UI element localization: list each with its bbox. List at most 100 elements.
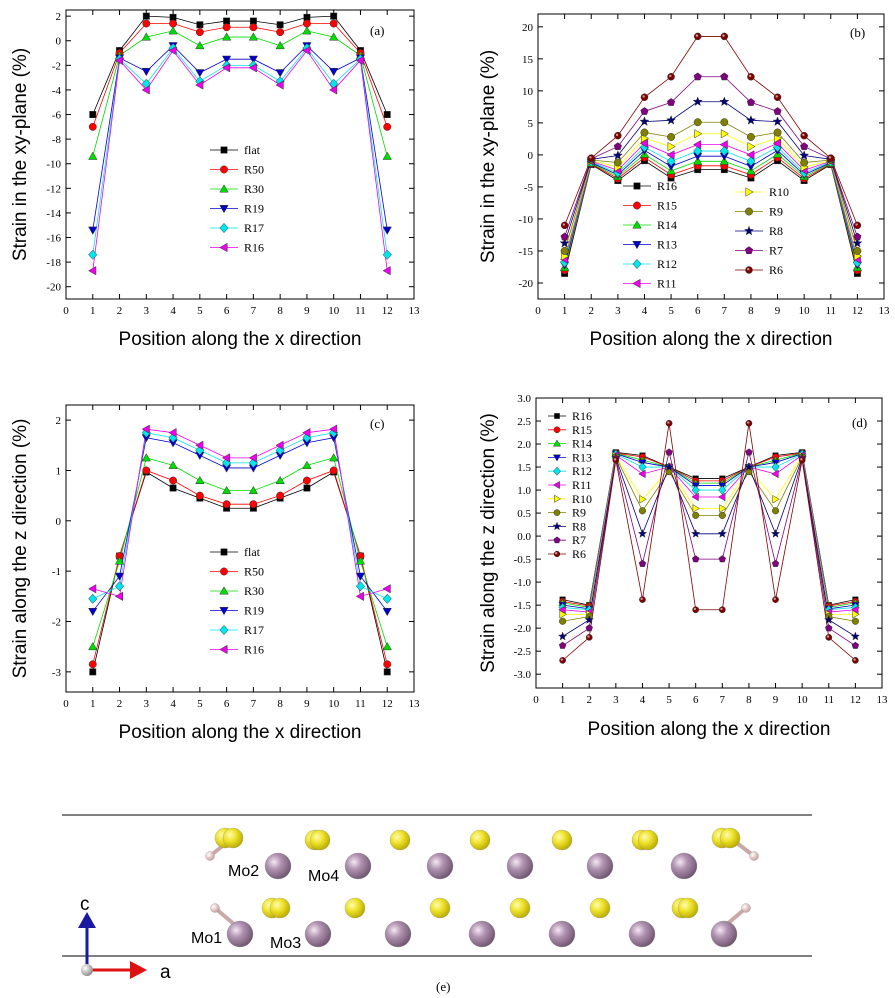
data-point-d-r8-4: [637, 528, 648, 538]
data-point-a-flat-1: [89, 111, 97, 118]
legend-label-d-4: R12: [572, 464, 592, 478]
series-line-b-r10: [564, 133, 858, 257]
data-point-b-r9-9: [773, 128, 782, 137]
y-tick-label-d-12: -3.0: [514, 669, 532, 681]
legend-label-d-0: R16: [572, 409, 592, 423]
data-point-b-r9-3: [613, 158, 622, 167]
y-axis-title-c: Strain along the z direction (%): [10, 419, 31, 679]
panel-label-e: (e): [436, 979, 450, 994]
x-tick-label-b-4: 4: [642, 305, 648, 317]
y-tick-label-d-9: -1.5: [514, 600, 532, 612]
x-tick-label-b-7: 7: [722, 305, 728, 317]
legend-label-d-10: R6: [572, 547, 586, 561]
series-line-c-r50: [92, 469, 388, 665]
data-point-d-r10-6: [692, 504, 700, 513]
molybdenum-atom: [426, 852, 454, 880]
legend-marker-a-4: [219, 222, 229, 234]
data-point-a-r19-7: [248, 55, 259, 64]
molybdenum-atom: [226, 920, 254, 948]
data-point-a-r16-3: [141, 85, 150, 95]
data-point-b-r9-4: [640, 128, 649, 137]
x-tick-label-b-1: 1: [562, 305, 568, 317]
legend-marker-c-4: [219, 624, 229, 636]
legend-marker-b-1: [633, 201, 641, 210]
data-point-a-r50-1: [88, 122, 97, 131]
x-tick-label-a-10: 10: [328, 305, 340, 317]
y-tick-label-c-5: -3: [52, 667, 62, 679]
y-tick-label-b-6: -10: [518, 214, 533, 226]
x-tick-label-d-4: 4: [640, 694, 646, 706]
data-point-a-r50-8: [276, 28, 285, 37]
data-point-c-r16-11: [355, 591, 364, 601]
data-point-b-r9-8: [746, 133, 755, 141]
data-point-b-r8-6: [692, 96, 703, 107]
data-point-d-r6-2-highlight: [587, 635, 590, 638]
data-point-a-r30-6: [221, 32, 232, 41]
y-tick-label-d-4: 1.0: [517, 485, 531, 497]
x-tick-label-b-12: 12: [852, 305, 863, 317]
y-tick-label-c-4: -2: [52, 617, 61, 629]
data-point-d-r7-6: [691, 555, 700, 563]
sulfur-atom: [509, 897, 531, 919]
x-tick-label-b-2: 2: [588, 305, 594, 317]
data-point-d-r12-9: [771, 462, 780, 472]
series-line-b-r9: [564, 121, 858, 252]
x-tick-label-d-12: 12: [850, 694, 861, 706]
plot-frame-a: [65, 9, 415, 300]
data-point-a-r16-11: [355, 55, 364, 66]
y-tick-label-a-10: -18: [46, 257, 61, 269]
legend-marker-d-1: [553, 426, 561, 434]
data-point-b-r9-6: [693, 118, 702, 127]
data-point-c-r50-5: [195, 491, 204, 500]
x-tick-label-d-1: 1: [560, 694, 566, 706]
data-point-c-r17-12: [382, 593, 392, 604]
y-axis-title-a: Strain in the xy-plane (%): [10, 48, 31, 261]
x-tick-label-c-4: 4: [170, 698, 176, 710]
data-point-b-r10-6: [694, 129, 703, 139]
data-point-b-r9-1: [560, 247, 569, 255]
legend-label-d-8: R8: [572, 519, 586, 533]
legend-marker-d-5: [552, 480, 560, 490]
y-tick-label-b-0: 20: [522, 22, 534, 34]
data-point-b-r7-5: [666, 98, 676, 106]
legend-marker-b-8: [743, 225, 755, 236]
legend-label-a-5: R16: [244, 241, 264, 255]
data-point-c-r30-11: [355, 556, 366, 565]
data-point-c-r30-5: [195, 475, 205, 484]
data-point-b-r8-12: [852, 237, 863, 248]
data-point-b-r8-3: [612, 150, 623, 160]
data-point-a-flat-12: [383, 111, 391, 118]
data-point-d-r9-1: [559, 617, 567, 625]
legend-a: flat R50 R30 R19 R17 R16: [210, 143, 264, 255]
data-point-c-r30-6: [221, 485, 232, 495]
data-point-a-r30-5: [195, 40, 205, 50]
chart-panel-a: 0 1 2 3 4 5 6 7 8 9 10 11 12 1320-2-4-6-8-10-12-14-16…: [10, 9, 421, 350]
y-tick-label-a-11: -20: [46, 282, 61, 294]
data-point-d-r11-9: [771, 469, 779, 479]
data-point-c-r19-11: [355, 572, 366, 581]
molybdenum-atom: [468, 920, 496, 948]
series-line-d-r9: [562, 455, 856, 622]
x-tick-label-a-13: 13: [409, 305, 421, 317]
series-line-c-r30: [92, 457, 388, 647]
data-point-d-r6-10-highlight: [800, 458, 803, 461]
data-point-b-r6-10-highlight: [802, 133, 805, 137]
y-tick-label-d-0: 3.0: [517, 393, 531, 405]
data-point-d-r7-4: [638, 559, 647, 567]
data-point-d-r8-12: [850, 631, 861, 641]
sulfur-atom: [269, 897, 291, 919]
legend-label-d-9: R7: [572, 533, 586, 547]
data-point-a-r30-12: [382, 151, 392, 160]
x-tick-label-c-1: 1: [90, 698, 96, 710]
data-point-b-r12-7: [719, 145, 729, 157]
data-point-b-r6-9-highlight: [775, 95, 778, 98]
x-tick-label-c-11: 11: [355, 698, 366, 710]
legend-marker-c-3: [219, 607, 229, 616]
chart-panel-b: 0 1 2 3 4 5 6 7 8 9 10 11 12 1320151050-5-10-15-20R16…: [478, 13, 890, 350]
y-tick-label-b-3: 5: [528, 118, 534, 130]
y-tick-label-a-4: -6: [52, 110, 62, 122]
data-point-d-r10-9: [772, 495, 780, 504]
hydrogen-atom: [210, 903, 220, 913]
data-point-a-r16-4: [168, 45, 177, 56]
series-line-a-r17: [92, 47, 388, 255]
